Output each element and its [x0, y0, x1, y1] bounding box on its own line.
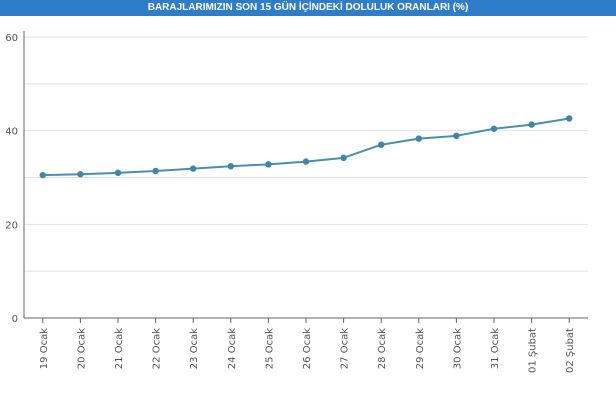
y-tick-label: 40	[5, 127, 18, 138]
y-tick-label: 20	[5, 220, 18, 231]
y-tick-label: 0	[12, 314, 18, 325]
x-tick-label: 21 Ocak	[114, 328, 125, 369]
x-tick-label: 20 Ocak	[76, 328, 87, 369]
x-tick-label: 31 Ocak	[490, 328, 501, 369]
data-point	[378, 141, 385, 148]
data-point	[490, 125, 498, 132]
x-tick-label: 26 Ocak	[302, 328, 313, 369]
data-point	[528, 121, 535, 128]
data-point	[340, 154, 347, 162]
data-point	[77, 171, 84, 178]
y-tick-label: 60	[5, 33, 18, 44]
x-tick-label: 29 Ocak	[415, 328, 426, 369]
x-tick-label: 27 Ocak	[340, 328, 351, 369]
data-point	[114, 169, 122, 177]
x-tick-label: 30 Ocak	[452, 328, 463, 369]
data-point	[190, 165, 197, 172]
data-point	[265, 161, 272, 168]
x-tick-label: 24 Ocak	[227, 328, 238, 369]
data-point	[227, 163, 234, 170]
x-tick-label: 25 Ocak	[264, 328, 275, 369]
data-point	[302, 158, 310, 165]
x-tick-label: 01 Şubat	[528, 328, 539, 373]
data-point	[453, 132, 460, 140]
x-tick-label: 02 Şubat	[565, 328, 576, 373]
chart-title: BARAJLARIMIZIN SON 15 GÜN İÇİNDEKİ DOLUL…	[147, 2, 469, 13]
data-point	[39, 171, 46, 179]
series-line	[42, 117, 570, 177]
x-tick-label: 23 Ocak	[189, 328, 200, 369]
data-point	[152, 167, 159, 175]
x-tick-label: 28 Ocak	[377, 328, 388, 369]
x-tick-label: 22 Ocak	[152, 328, 163, 369]
data-point	[415, 135, 422, 142]
data-point	[566, 115, 573, 122]
x-tick-label: 19 Ocak	[39, 328, 50, 369]
chart-title-bar	[0, 0, 616, 16]
